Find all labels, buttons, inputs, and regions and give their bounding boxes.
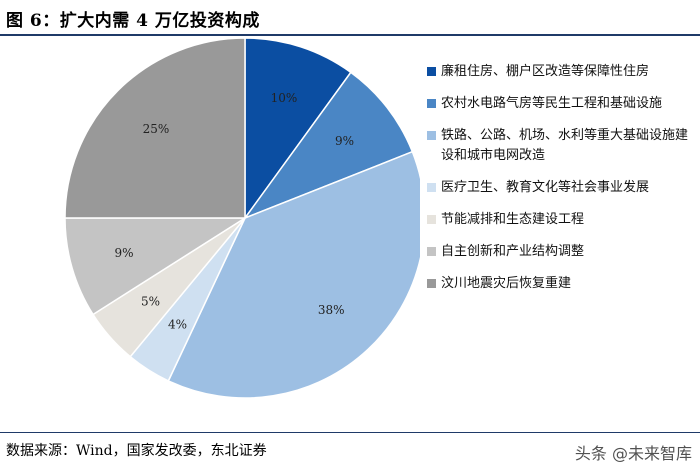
- title-divider: [0, 34, 700, 36]
- pie-chart: 10% 9% 38% 4% 5% 9% 25%: [64, 37, 420, 399]
- legend-swatch: [427, 99, 436, 108]
- pie-slice-7: [64, 37, 246, 219]
- slice-value-label: 9%: [114, 246, 133, 260]
- legend-label: 自主创新和产业结构调整: [441, 244, 585, 259]
- pie-slice-3: [167, 150, 420, 399]
- slice-value-label: 4%: [168, 317, 187, 331]
- data-source-note: 数据来源：Wind，国家发改委，东北证券: [6, 443, 267, 459]
- slice-value-label: 9%: [335, 134, 354, 148]
- legend-swatch: [427, 183, 436, 192]
- legend-swatch: [427, 215, 436, 224]
- legend-item: 廉租住房、棚户区改造等保障性住房: [427, 62, 689, 82]
- legend-item: 汶川地震灾后恢复重建: [427, 274, 689, 294]
- legend-swatch: [427, 67, 436, 76]
- legend-label: 医疗卫生、教育文化等社会事业发展: [441, 180, 650, 195]
- slice-value-label: 38%: [318, 303, 345, 317]
- legend-item: 农村水电路气房等民生工程和基础设施: [427, 94, 689, 114]
- legend-item: 自主创新和产业结构调整: [427, 242, 689, 262]
- legend-label: 铁路、公路、机场、水利等重大基础设施建设和城市电网改造: [441, 128, 689, 163]
- legend-swatch: [427, 131, 436, 140]
- legend-swatch: [427, 279, 436, 288]
- source-divider: [0, 432, 700, 433]
- pie-slice-6: [64, 217, 248, 316]
- pie-slice-1: [244, 37, 352, 221]
- slice-value-label: 5%: [141, 294, 160, 308]
- legend-item: 医疗卫生、教育文化等社会事业发展: [427, 178, 689, 198]
- legend-label: 汶川地震灾后恢复重建: [441, 276, 572, 291]
- legend-label: 农村水电路气房等民生工程和基础设施: [441, 96, 663, 111]
- chart-title: 图 6：扩大内需 4 万亿投资构成: [6, 11, 260, 31]
- watermark: 头条 @未来智库: [574, 444, 692, 463]
- legend-swatch: [427, 247, 436, 256]
- chart-legend: 廉租住房、棚户区改造等保障性住房 农村水电路气房等民生工程和基础设施铁路、公路、机…: [427, 62, 689, 294]
- slice-value-label: 25%: [143, 122, 170, 136]
- legend-label: 节能减排和生态建设工程: [441, 212, 585, 227]
- legend-item: 节能减排和生态建设工程: [427, 210, 689, 230]
- slice-value-label: 10%: [271, 91, 298, 105]
- pie-slice-2: [242, 71, 414, 220]
- legend-label: 廉租住房、棚户区改造等保障性住房: [441, 64, 650, 79]
- legend-item: 铁路、公路、机场、水利等重大基础设施建设和城市电网改造: [427, 126, 689, 166]
